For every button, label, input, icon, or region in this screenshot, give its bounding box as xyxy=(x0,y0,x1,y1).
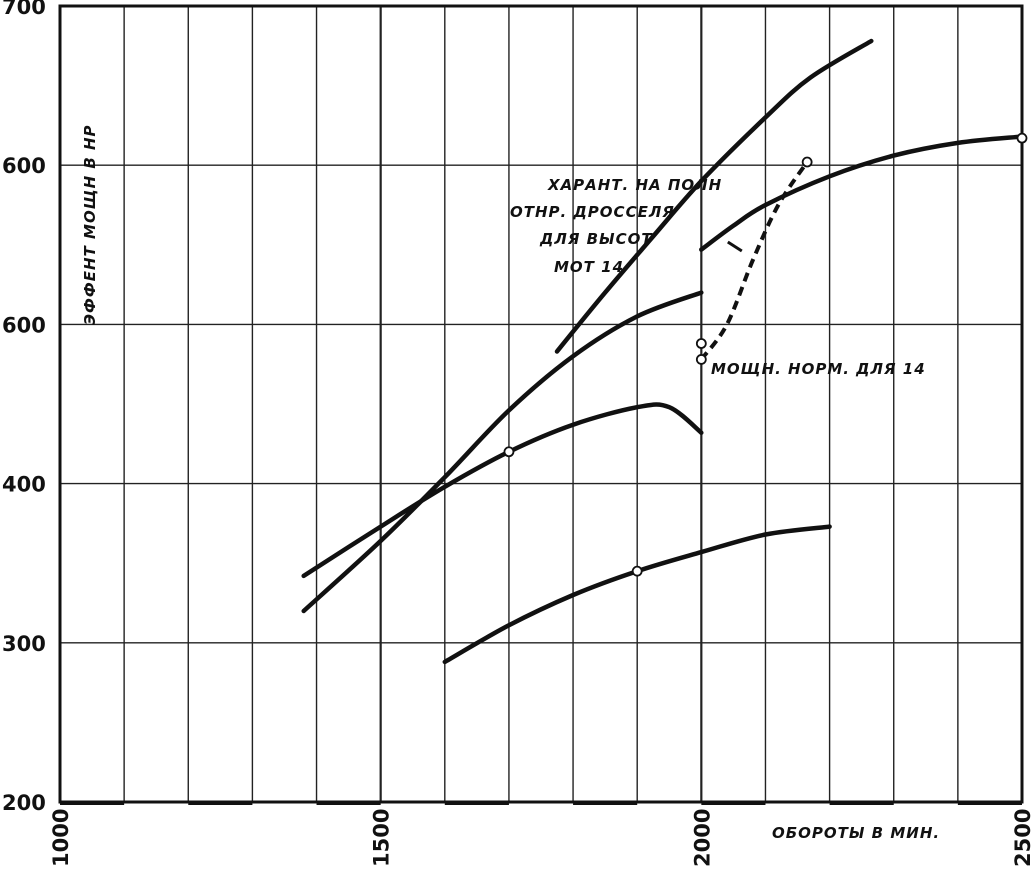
x-tick-label: 2500 xyxy=(1011,809,1032,867)
y-tick-label: 600 xyxy=(2,313,46,337)
chart-grid xyxy=(60,6,1022,805)
data-point-marker xyxy=(631,565,643,577)
data-point-marker xyxy=(801,156,813,168)
y-tick-label: 700 xyxy=(2,0,46,19)
y-tick-label: 400 xyxy=(2,473,46,497)
x-tick-label: 1000 xyxy=(49,809,73,867)
annotation-full-throttle-line-3: ДЛЯ ВЫСОТ xyxy=(539,230,653,248)
y-tick-label: 600 xyxy=(2,154,46,178)
series-line xyxy=(554,38,874,354)
data-point-marker xyxy=(1016,132,1028,144)
y-tick-label: 300 xyxy=(2,632,46,656)
x-tick-label: 1500 xyxy=(370,809,394,867)
data-point-marker xyxy=(695,354,707,365)
plot-frame xyxy=(58,4,1024,804)
annotation-full-throttle-line-2: ОТНР. ДРОССЕЛЯ xyxy=(510,203,675,221)
series-line xyxy=(301,402,704,579)
x-axis-label: ОБОРОТЫ В МИН. xyxy=(772,824,940,842)
series-line xyxy=(301,290,704,614)
y-axis-label: ЭФФЕНТ МОЩН В HP xyxy=(81,124,99,325)
y-tick-label: 200 xyxy=(2,791,46,815)
chart-curves xyxy=(301,38,1028,665)
annotation-tick-mark xyxy=(727,240,743,253)
x-tick-label: 2000 xyxy=(690,809,714,867)
data-point-marker xyxy=(695,338,707,349)
annotation-full-throttle-line-1: ХАРАНТ. НА ПОЛН xyxy=(547,176,722,194)
annotation-full-throttle-line-4: МОТ 14 xyxy=(554,258,624,276)
series-line xyxy=(699,134,1025,252)
annotation-norm-power: МОЩН. НОРМ. ДЛЯ 14 xyxy=(711,360,926,378)
dashed-series-line xyxy=(699,160,809,361)
data-point-marker xyxy=(503,446,515,458)
